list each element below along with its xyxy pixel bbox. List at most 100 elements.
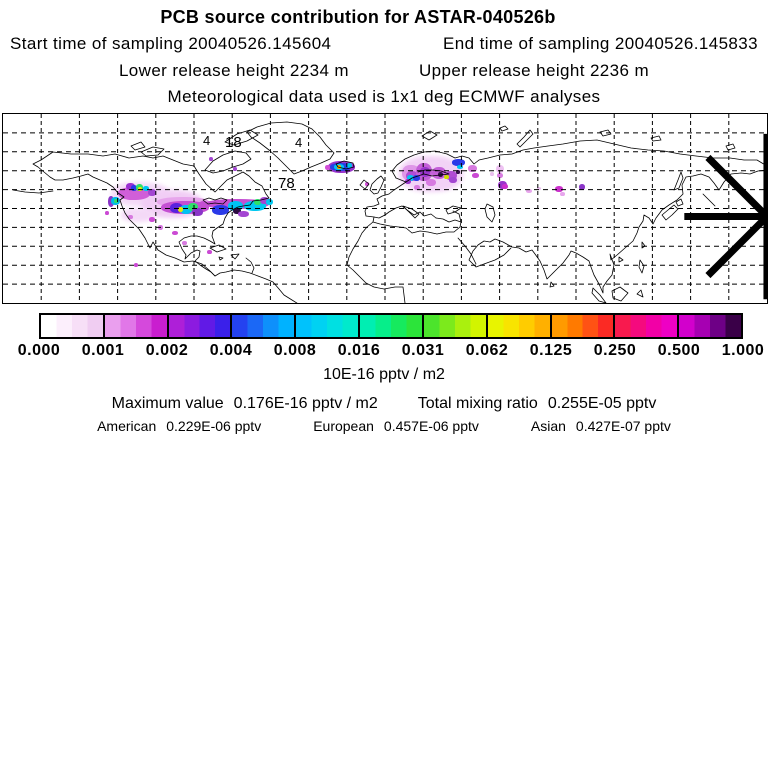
concentration-cell: [233, 167, 237, 171]
colorbar-tick-label: 0.001: [81, 342, 125, 359]
colorbar-segment: [551, 315, 616, 337]
concentration-cell: [138, 187, 142, 191]
concentration-cell: [149, 217, 155, 222]
concentration-cell: [502, 184, 508, 189]
concentration-cell: [128, 215, 133, 219]
colorbar-tick-label: 0.004: [209, 342, 253, 359]
total-mixing-ratio-label: Total mixing ratio: [417, 395, 538, 412]
colorbar-segment: [423, 315, 488, 337]
colorbar-segment: [41, 315, 105, 337]
concentration-cell: [182, 241, 187, 245]
colorbar-segment: [679, 315, 741, 337]
colorbar-tick-label: 0.031: [401, 342, 445, 359]
maximum-value-label: Maximum value: [111, 395, 224, 412]
release-height-line: Lower release height 2234 m Upper releas…: [0, 61, 768, 81]
colorbar-tick-label: 0.125: [529, 342, 573, 359]
asian-label: Asian: [530, 418, 566, 434]
concentration-cell: [114, 199, 118, 203]
concentration-cell: [228, 201, 243, 211]
concentration-cell: [260, 197, 269, 204]
map-number-label: 4: [203, 133, 211, 148]
latlon-grid: [3, 114, 767, 303]
start-time-text: Start time of sampling 20040526.145604: [10, 34, 332, 53]
concentration-cell: [414, 185, 420, 190]
colorbar-tick-label: 0.008: [273, 342, 317, 359]
concentration-cell: [126, 183, 135, 190]
asian-number: 0.427E-07 pptv: [575, 418, 671, 434]
colorbar-segment: [104, 315, 169, 337]
concentration-cell: [560, 192, 565, 196]
total-mixing-ratio-stat: Total mixing ratio 0.255E-05 pptv: [418, 395, 657, 413]
lower-release-height-text: Lower release height 2234 m: [118, 61, 349, 80]
colorbar-segment: [487, 315, 552, 337]
colorbar-tick-label: 0.000: [17, 342, 61, 359]
concentration-cell: [266, 199, 273, 205]
concentration-cell: [143, 186, 149, 191]
colorbar-tick-label: 0.016: [337, 342, 381, 359]
concentration-cell: [555, 186, 563, 192]
colorbar-segment: [615, 315, 680, 337]
colorbar-tick-label: 0.250: [593, 342, 637, 359]
concentration-cell: [178, 207, 183, 212]
american-label: American: [97, 418, 157, 434]
asian-contribution-stat: Asian 0.427E-07 pptv: [531, 418, 671, 434]
concentration-cell: [497, 173, 503, 178]
concentration-cell: [457, 165, 463, 169]
concentration-cell: [537, 187, 541, 190]
concentration-cell: [172, 231, 178, 235]
concentration-cell: [426, 179, 436, 186]
concentration-cell: [468, 165, 477, 172]
concentration-cell: [212, 205, 229, 215]
concentration-cell: [452, 159, 465, 166]
concentration-cell: [180, 205, 192, 214]
concentration-cell: [207, 250, 212, 254]
maximum-value-number: 0.176E-16 pptv / m2: [233, 395, 378, 412]
concentration-cell: [420, 167, 430, 177]
colorbar-tick-label: 1.000: [721, 342, 765, 359]
concentration-cell: [472, 173, 479, 178]
american-contribution-stat: American 0.229E-06 pptv: [97, 418, 261, 434]
concentration-cell: [449, 177, 457, 183]
summary-stats-line: Maximum value 0.176E-16 pptv / m2 Total m…: [0, 395, 768, 413]
concentration-cell: [579, 184, 585, 190]
concentration-cell: [438, 172, 443, 177]
world-map-panel: 4 18 4 78: [2, 113, 768, 304]
colorbar-segment: [360, 315, 424, 337]
concentration-cell: [456, 170, 460, 174]
colorbar-segment: [232, 315, 297, 337]
concentration-cell: [192, 208, 203, 216]
concentration-cell: [244, 201, 266, 211]
upper-release-height-text: Upper release height 2236 m: [419, 61, 650, 80]
concentration-cell: [407, 175, 414, 181]
map-number-label: 4: [295, 135, 303, 150]
concentration-cell: [188, 203, 198, 211]
concentration-cell: [105, 211, 109, 215]
map-number-label: 78: [278, 175, 295, 192]
concentration-cell: [233, 208, 241, 214]
met-data-text: Meteorological data used is 1x1 deg ECMW…: [167, 87, 601, 106]
colorbar-unit-label: 10E-16 pptv / m2: [323, 366, 445, 383]
concentration-cell: [254, 199, 261, 205]
maximum-value-stat: Maximum value 0.176E-16 pptv / m2: [112, 395, 378, 413]
colorbar-tick-labels: 0.000 0.001 0.002 0.004 0.008 0.016 0.031 0.062…: [18, 342, 764, 360]
page-title: PCB source contribution for ASTAR-040526…: [160, 7, 556, 27]
concentration-cell: [209, 157, 213, 161]
concentration-cell: [131, 185, 137, 191]
concentration-cell: [347, 163, 352, 168]
end-time-text: End time of sampling 20040526.145833: [443, 34, 758, 53]
concentration-cell: [148, 189, 156, 196]
colorbar-tick-label: 0.500: [657, 342, 701, 359]
sampling-location-star-icon: [684, 133, 768, 300]
concentration-cell: [365, 182, 369, 186]
concentration-cell: [526, 189, 532, 193]
concentration-cell: [444, 175, 449, 179]
map-number-label: 18: [225, 134, 242, 151]
concentration-cell: [118, 187, 150, 200]
colorbar-tick-label: 0.062: [465, 342, 509, 359]
concentration-cell: [405, 179, 411, 184]
sampling-time-line: Start time of sampling 20040526.145604 E…: [0, 34, 768, 54]
concentration-cell: [134, 263, 138, 267]
american-number: 0.229E-06 pptv: [166, 418, 262, 434]
concentration-cell: [445, 171, 457, 180]
coastline-layer: [12, 121, 767, 303]
